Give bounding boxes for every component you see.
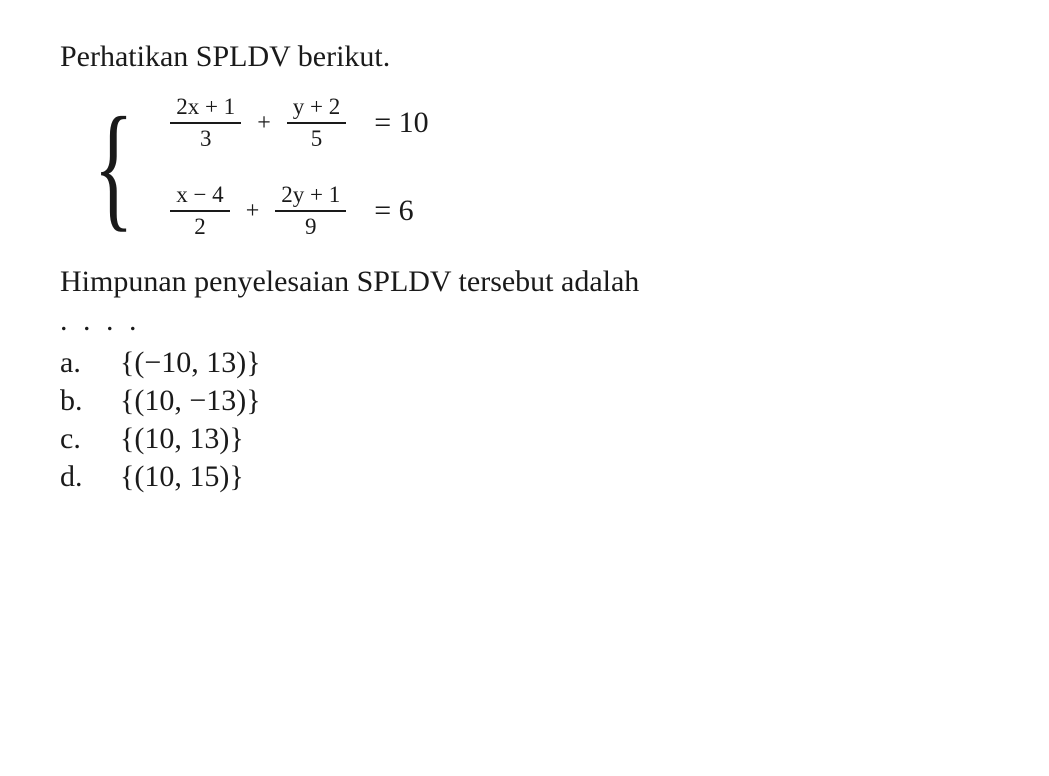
denominator: 3 xyxy=(194,124,218,152)
option-letter: a. xyxy=(60,346,120,380)
math-problem: Perhatikan SPLDV berikut. { 2x + 1 3 + y… xyxy=(60,40,989,494)
result: 6 xyxy=(399,194,414,227)
intro-text: Perhatikan SPLDV berikut. xyxy=(60,40,989,74)
numerator: 2x + 1 xyxy=(170,94,241,124)
option-text: {(10, −13)} xyxy=(120,384,989,418)
result: 10 xyxy=(399,106,429,139)
equals-result: = 10 xyxy=(374,106,428,140)
option-c: c. {(10, 13)} xyxy=(60,422,989,456)
option-b: b. {(10, −13)} xyxy=(60,384,989,418)
equals: = xyxy=(374,106,391,139)
option-text: {(−10, 13)} xyxy=(120,346,989,380)
equations-container: 2x + 1 3 + y + 2 5 = 10 x − 4 2 + xyxy=(162,94,428,240)
answer-options: a. {(−10, 13)} b. {(10, −13)} c. {(10, 1… xyxy=(60,346,989,494)
plus-operator: + xyxy=(246,198,260,225)
numerator: x − 4 xyxy=(170,182,229,212)
numerator: y + 2 xyxy=(287,94,346,124)
equation-2: x − 4 2 + 2y + 1 9 = 6 xyxy=(162,182,428,240)
fraction-1b: y + 2 5 xyxy=(287,94,346,152)
equals: = xyxy=(374,194,391,227)
option-letter: d. xyxy=(60,460,120,494)
numerator: 2y + 1 xyxy=(275,182,346,212)
fraction-2a: x − 4 2 xyxy=(170,182,229,240)
option-text: {(10, 15)} xyxy=(120,460,989,494)
denominator: 9 xyxy=(299,212,323,240)
equation-system: { 2x + 1 3 + y + 2 5 = 10 x − 4 xyxy=(80,94,989,240)
fraction-2b: 2y + 1 9 xyxy=(275,182,346,240)
option-letter: c. xyxy=(60,422,120,456)
option-letter: b. xyxy=(60,384,120,418)
denominator: 2 xyxy=(188,212,212,240)
question-text: Himpunan penyelesaian SPLDV tersebut ada… xyxy=(60,265,989,299)
fraction-1a: 2x + 1 3 xyxy=(170,94,241,152)
equals-result: = 6 xyxy=(374,194,413,228)
option-a: a. {(−10, 13)} xyxy=(60,346,989,380)
denominator: 5 xyxy=(305,124,329,152)
ellipsis: . . . . xyxy=(60,304,989,338)
option-d: d. {(10, 15)} xyxy=(60,460,989,494)
left-brace: { xyxy=(93,97,133,237)
option-text: {(10, 13)} xyxy=(120,422,989,456)
plus-operator: + xyxy=(257,110,271,137)
equation-1: 2x + 1 3 + y + 2 5 = 10 xyxy=(162,94,428,152)
